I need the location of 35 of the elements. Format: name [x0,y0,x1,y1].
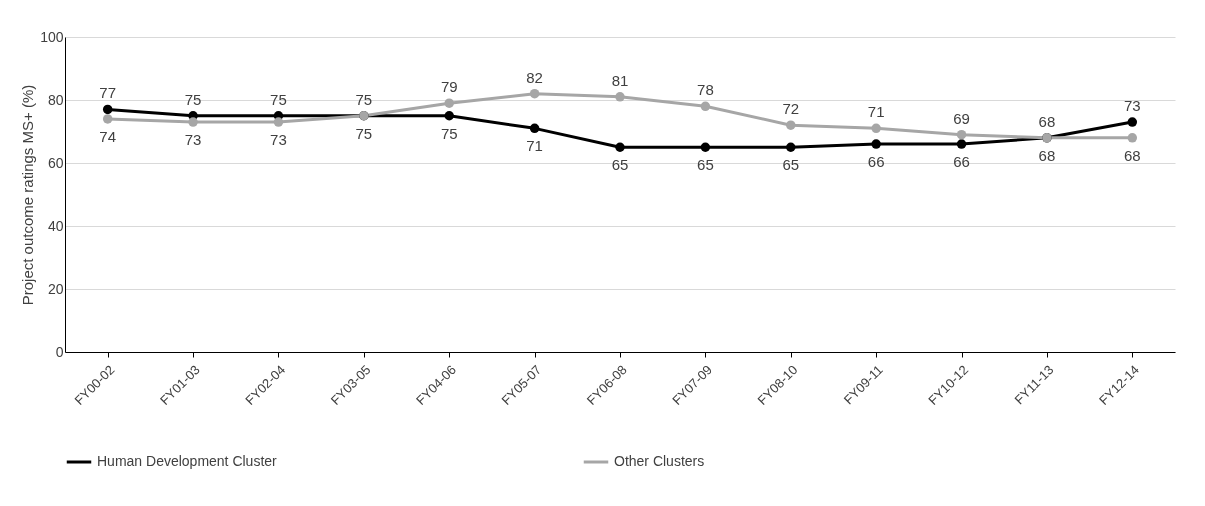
data-label: 68 [1038,112,1056,130]
data-label: 69 [953,109,970,127]
data-label: 66 [867,153,885,171]
data-label: 75 [270,90,287,108]
data-label: 71 [867,103,885,121]
data-label: 68 [1038,146,1056,164]
y-tick-label: 20 [47,280,64,297]
data-label: 82 [526,68,543,86]
y-axis-title: Project outcome ratings MS+ (%) [19,84,37,306]
y-tick-label: 100 [40,28,64,45]
data-label: 77 [99,84,117,102]
data-label: 73 [184,131,202,149]
y-tick-label: 0 [55,343,64,360]
y-tick-label: 80 [47,91,64,108]
legend-label: Human Development Cluster [97,453,278,469]
data-label: 75 [184,90,202,108]
y-tick-label: 40 [47,217,64,234]
data-label: 68 [1123,146,1141,164]
data-label: 65 [782,156,800,174]
data-label: 79 [440,78,458,96]
data-label: 65 [611,156,629,174]
data-label: 78 [697,81,714,99]
data-label: 72 [782,100,800,118]
data-label: 66 [953,153,970,171]
data-label: 81 [611,71,629,89]
data-label: 75 [355,90,373,108]
y-tick-label: 60 [47,154,64,171]
data-label: 71 [526,137,543,155]
data-label: 75 [355,124,373,142]
data-label: 65 [697,156,714,174]
legend-label: Other Clusters [614,453,705,469]
data-label: 74 [99,127,117,145]
data-label: 75 [440,124,458,142]
data-label: 73 [270,131,287,149]
data-label: 73 [1123,97,1141,115]
